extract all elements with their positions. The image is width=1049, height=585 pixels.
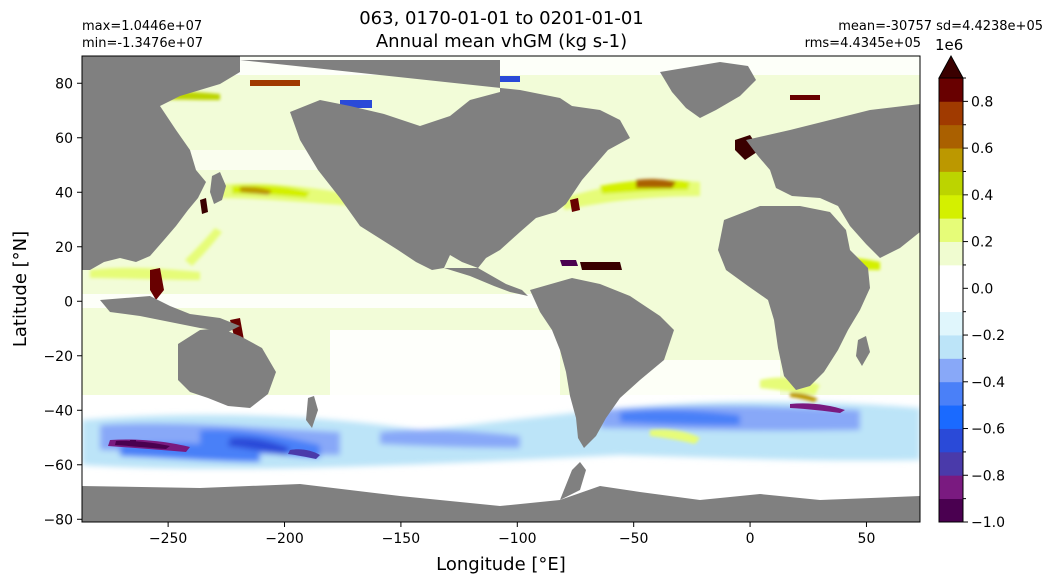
- colorbar-segment: [939, 335, 963, 359]
- southern-ocean-strong-cores: [108, 403, 845, 459]
- colorbar-segment: [939, 405, 963, 429]
- y-tick-label: 80: [55, 76, 73, 92]
- land-masses: [82, 56, 920, 522]
- x-tick-label: −250: [149, 531, 187, 547]
- colorbar-segment: [939, 241, 963, 266]
- land-south-america: [530, 278, 674, 448]
- colorbar-segment: [939, 148, 963, 172]
- x-tick-label: −200: [265, 531, 303, 547]
- colorbar-segment: [939, 78, 963, 102]
- chart-title-line1: 063, 0170-01-01 to 0201-01-01: [359, 8, 644, 29]
- coastal-extremes: [130, 76, 820, 444]
- land-greenland: [660, 62, 756, 118]
- equatorial-white-band: [82, 294, 560, 308]
- x-tick-label: 0: [746, 531, 755, 547]
- colorbar-tick-label: −0.4: [971, 375, 1005, 391]
- colorbar-tick-label: −0.2: [971, 328, 1005, 344]
- colorbar-segment: [939, 358, 963, 383]
- colorbar-segment: [939, 194, 963, 219]
- colorbar-segment: [939, 451, 963, 476]
- colorbar-segment: [939, 101, 963, 126]
- stat-min: min=-1.3476e+07: [82, 36, 204, 51]
- colorbar-segment: [939, 498, 963, 523]
- x-tick-label: 50: [858, 531, 876, 547]
- y-axis-label: Latitude [°N]: [10, 231, 31, 347]
- stat-mean-sd: mean=-30757 sd=4.4238e+05: [838, 19, 1043, 34]
- south-pacific-white: [330, 330, 560, 410]
- y-tick-label: 20: [55, 240, 73, 256]
- colorbar-extend-max: [938, 54, 964, 79]
- colorbar-tick-label: −1.0: [971, 515, 1005, 531]
- land-north-america: [240, 60, 630, 270]
- y-tick-label: −80: [43, 512, 73, 528]
- colorbar: −1.0 −0.8 −0.6 −0.4 −0.2 0.0 0.2 0.4 0.6 0.8: [938, 54, 1005, 531]
- colorbar-exponent-label: 1e6: [935, 36, 964, 54]
- y-tick-label: −60: [43, 458, 73, 474]
- land-africa: [718, 206, 870, 390]
- chart-title-line2: Annual mean vhGM (kg s-1): [375, 31, 628, 52]
- land-central-america: [444, 268, 528, 296]
- colorbar-segment: [939, 428, 963, 453]
- y-tick-label: 40: [55, 185, 73, 201]
- colorbar-frame: [938, 77, 964, 523]
- y-axis: −80 −60 −40 −20 0 20 40 60 80: [43, 76, 82, 528]
- stat-rms: rms=4.4345e+05: [804, 36, 921, 51]
- land-japan: [210, 172, 226, 204]
- land-new-zealand: [306, 396, 318, 428]
- colorbar-segment: [939, 264, 963, 289]
- colorbar-tick-label: 0.4: [971, 188, 993, 204]
- land-antarctic-peninsula: [560, 462, 586, 500]
- colorbar-segment: [939, 475, 963, 500]
- y-tick-label: −20: [43, 349, 73, 365]
- colorbar-tick-label: 0.0: [971, 281, 993, 297]
- colorbar-tick-label: −0.6: [971, 422, 1005, 438]
- x-tick-label: −100: [498, 531, 536, 547]
- land-indonesia: [100, 296, 240, 332]
- colorbar-tick-label: −0.8: [971, 468, 1005, 484]
- y-tick-label: −40: [43, 403, 73, 419]
- land-asia-west: [82, 56, 240, 220]
- colorbar-segment: [939, 381, 963, 406]
- x-axis: −250 −200 −150 −100 −50 0 50: [149, 522, 875, 547]
- map-field: [82, 56, 920, 522]
- colorbar-segment: [939, 218, 963, 242]
- y-tick-label: 0: [64, 294, 73, 310]
- colorbar-tick-label: 0.2: [971, 235, 993, 251]
- x-tick-label: −50: [619, 531, 649, 547]
- x-axis-label: Longitude [°E]: [436, 554, 566, 575]
- colorbar-tick-label: 0.6: [971, 141, 993, 157]
- y-tick-label: 60: [55, 131, 73, 147]
- colorbar-segment: [939, 171, 963, 196]
- colorbar-tick-label: 0.8: [971, 94, 993, 110]
- land-australia: [178, 328, 276, 408]
- land-madagascar: [856, 336, 870, 366]
- land-europe-asia-east: [746, 104, 920, 258]
- colorbar-segment: [939, 288, 963, 313]
- land-antarctica: [82, 484, 920, 522]
- colorbar-segment: [939, 311, 963, 336]
- stat-max: max=1.0446e+07: [82, 19, 203, 34]
- land-east-asia: [82, 100, 206, 270]
- colorbar-segment: [939, 124, 963, 149]
- x-tick-label: −150: [382, 531, 420, 547]
- map-axes-frame: [81, 55, 921, 523]
